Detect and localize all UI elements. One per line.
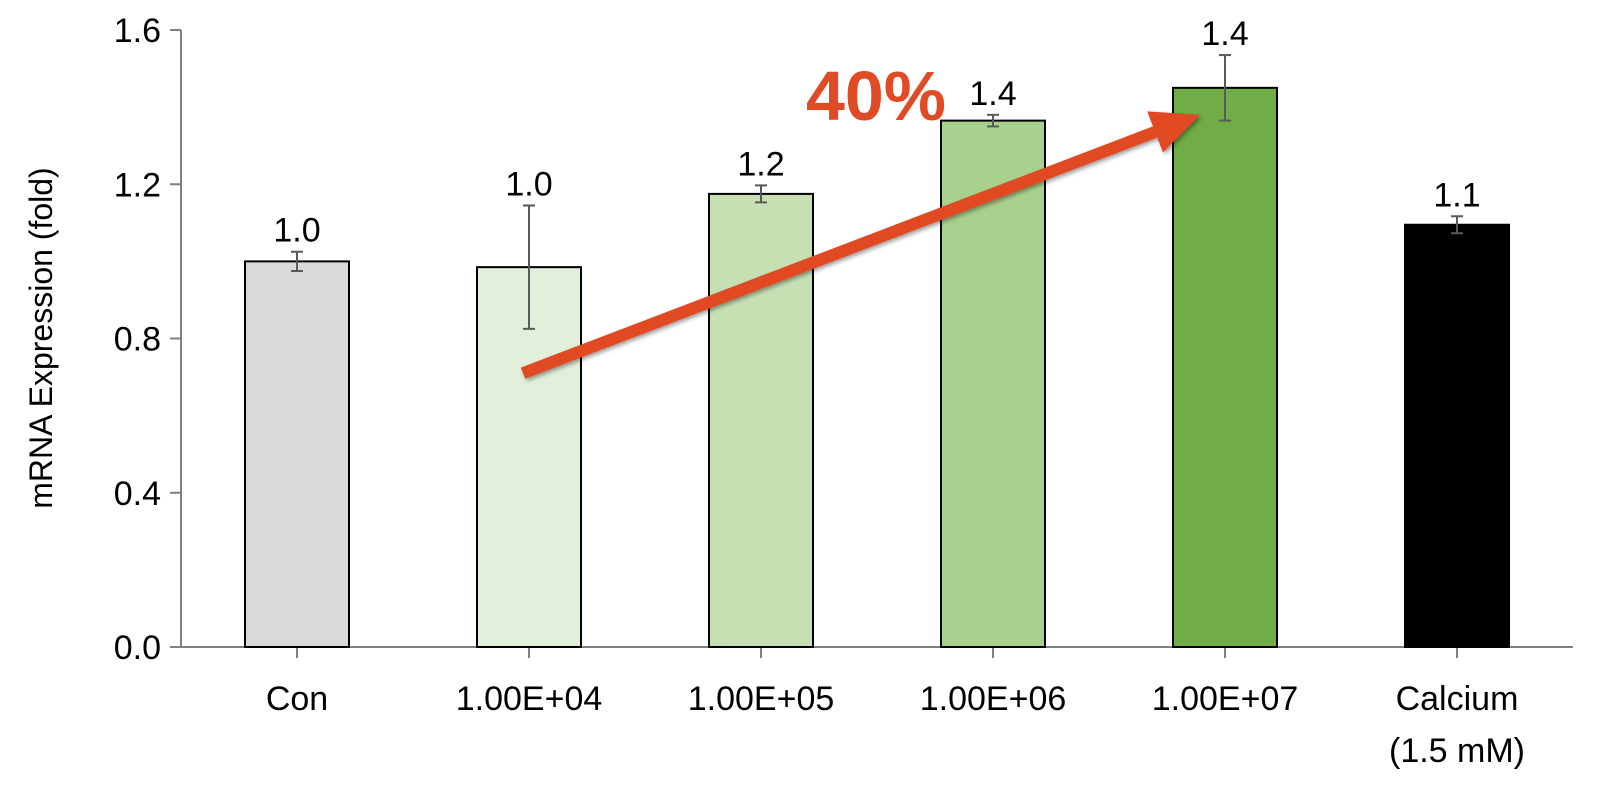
annotation-text: 40%: [806, 57, 946, 135]
y-tick-label: 0.0: [114, 629, 161, 667]
x-tick-label: 1.00E+07: [1152, 680, 1299, 718]
x-tick-label: (1.5 mM): [1389, 732, 1525, 770]
trend-arrow-head: [1147, 111, 1200, 153]
data-label: 1.4: [1201, 15, 1248, 53]
bar: [244, 260, 350, 648]
x-axis: Con 1.00E+04 1.00E+05 1.00E+06 1.00E+07 Calci…: [181, 646, 1573, 770]
annotation: 40%: [520, 57, 1200, 379]
data-label: 1.0: [273, 212, 320, 250]
y-tick-label: 1.6: [114, 12, 161, 50]
data-labels: 1.0 1.0 1.2 1.4 1.4 1.1: [273, 15, 1480, 250]
bar: [476, 266, 582, 648]
x-tick-label: 1.00E+04: [456, 680, 603, 718]
x-tick-label: 1.00E+05: [688, 680, 835, 718]
error-bars: [291, 54, 1463, 330]
bar: [708, 192, 814, 648]
x-tick-label: 1.00E+06: [920, 680, 1067, 718]
trend-arrow: [520, 111, 1200, 379]
data-label: 1.2: [737, 145, 784, 183]
bars: [244, 86, 1510, 648]
y-tick-label: 0.4: [114, 475, 161, 513]
trend-arrow-shaft: [520, 126, 1158, 379]
y-tick-label: 0.8: [114, 321, 161, 359]
data-label: 1.1: [1433, 176, 1480, 214]
y-axis-label: mRNA Expression (fold): [23, 167, 59, 508]
x-tick-label: Con: [266, 680, 328, 718]
data-label: 1.0: [505, 165, 552, 203]
y-tick-label: 1.2: [114, 166, 161, 204]
bar: [1172, 86, 1278, 648]
x-tick-label: Calcium: [1396, 680, 1519, 718]
y-axis: 0.0 0.4 0.8 1.2 1.6: [114, 12, 182, 667]
bar: [1404, 223, 1510, 648]
data-label: 1.4: [969, 75, 1016, 113]
